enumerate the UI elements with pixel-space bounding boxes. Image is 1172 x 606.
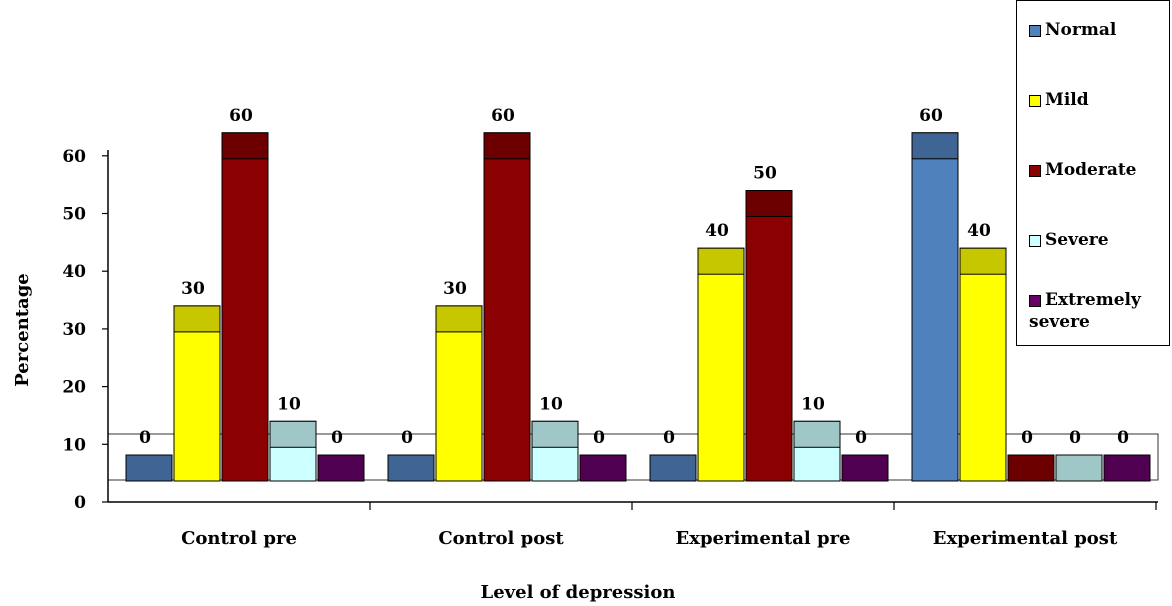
bar-top-extremely-severe-experimental-pre — [841, 454, 889, 482]
bar-mild-experimental-pre — [697, 247, 745, 482]
bars — [125, 132, 1151, 482]
bar-moderate-control-post — [483, 132, 531, 482]
y-tick-label-0: 0 — [74, 493, 86, 513]
data-label-extremely-severe-control-post: 0 — [593, 428, 605, 448]
data-label-extremely-severe-experimental-post: 0 — [1117, 428, 1129, 448]
y-tick-label-10: 10 — [62, 435, 86, 455]
data-label-severe-experimental-pre: 10 — [801, 394, 825, 414]
data-label-moderate-experimental-post: 0 — [1021, 428, 1033, 448]
bar-top-normal-control-pre — [125, 454, 173, 482]
bar-mild-control-post — [435, 305, 483, 482]
bar-top-mild-control-pre — [173, 305, 221, 333]
bar-top-moderate-control-post — [483, 132, 531, 160]
legend-swatch-normal — [1029, 25, 1041, 37]
data-label-normal-experimental-post: 60 — [919, 106, 943, 126]
legend-swatch-severe — [1029, 235, 1041, 247]
y-tick-label-60: 60 — [62, 147, 86, 167]
data-label-mild-experimental-post: 40 — [967, 221, 991, 241]
bar-top-severe-control-post — [531, 420, 579, 448]
legend-label-normal: Normal — [1045, 20, 1117, 40]
data-label-moderate-control-post: 60 — [491, 106, 515, 126]
legend-swatch-moderate — [1029, 165, 1041, 177]
x-axis-title: Level of depression — [481, 582, 676, 603]
data-label-moderate-control-pre: 60 — [229, 106, 253, 126]
legend-label-mild: Mild — [1045, 90, 1089, 110]
data-labels: 0 30 60 10 0 0 30 60 10 0 0 40 50 10 0 60 40 0 0 0 — [139, 106, 1129, 448]
legend-item-normal: Normal — [1029, 19, 1116, 41]
data-label-moderate-experimental-pre: 50 — [753, 164, 777, 184]
legend-label-severe-line2: severe — [1029, 312, 1090, 332]
bar-top-severe-experimental-post — [1055, 454, 1103, 482]
bar-normal-experimental-post — [911, 132, 959, 482]
legend-swatch-extremely-severe — [1029, 295, 1041, 307]
data-label-normal-control-post: 0 — [401, 428, 413, 448]
data-label-severe-control-post: 10 — [539, 394, 563, 414]
legend-item-severe: Severe — [1029, 229, 1109, 251]
y-tick-label-30: 30 — [62, 320, 86, 340]
bar-top-moderate-control-pre — [221, 132, 269, 160]
legend-label-severe: Severe — [1045, 230, 1109, 250]
bar-moderate-control-pre — [221, 132, 269, 482]
x-tick-label-control-pre: Control pre — [181, 528, 297, 549]
data-label-severe-experimental-post: 0 — [1069, 428, 1081, 448]
legend: Normal Mild Moderate Severe Extremely se… — [1016, 0, 1170, 346]
bar-top-extremely-severe-control-post — [579, 454, 627, 482]
axes: 0 10 20 30 40 50 60 Control pre Control post Expe… — [62, 147, 1158, 549]
y-tick-label-20: 20 — [62, 378, 86, 398]
bar-top-mild-experimental-pre — [697, 247, 745, 275]
bar-top-severe-experimental-pre — [793, 420, 841, 448]
bar-mild-experimental-post — [959, 247, 1007, 482]
x-tick-label-experimental-pre: Experimental pre — [676, 528, 851, 549]
bar-top-normal-control-post — [387, 454, 435, 482]
data-label-severe-control-pre: 10 — [277, 394, 301, 414]
bar-top-normal-experimental-post — [911, 132, 959, 160]
y-tick-label-40: 40 — [62, 262, 86, 282]
bar-top-normal-experimental-pre — [649, 454, 697, 482]
legend-label-extremely: Extremely — [1045, 290, 1141, 310]
bar-top-extremely-severe-control-pre — [317, 454, 365, 482]
bar-top-moderate-experimental-post — [1007, 454, 1055, 482]
bar-top-mild-control-post — [435, 305, 483, 333]
legend-item-extremely-severe: Extremely severe — [1029, 289, 1141, 333]
legend-label-moderate: Moderate — [1045, 160, 1137, 180]
y-tick-label-50: 50 — [62, 205, 86, 225]
y-axis-title: Percentage — [12, 273, 33, 387]
legend-swatch-mild — [1029, 95, 1041, 107]
legend-item-moderate: Moderate — [1029, 159, 1137, 181]
data-label-extremely-severe-control-pre: 0 — [331, 428, 343, 448]
bar-top-severe-control-pre — [269, 420, 317, 448]
x-tick-label-control-post: Control post — [438, 528, 564, 549]
legend-item-mild: Mild — [1029, 89, 1089, 111]
data-label-mild-experimental-pre: 40 — [705, 221, 729, 241]
bar-moderate-experimental-pre — [745, 190, 793, 482]
data-label-normal-control-pre: 0 — [139, 428, 151, 448]
bar-top-mild-experimental-post — [959, 247, 1007, 275]
data-label-normal-experimental-pre: 0 — [663, 428, 675, 448]
data-label-mild-control-pre: 30 — [181, 279, 205, 299]
data-label-extremely-severe-experimental-pre: 0 — [855, 428, 867, 448]
bar-top-extremely-severe-experimental-post — [1103, 454, 1151, 482]
bar-top-moderate-experimental-pre — [745, 190, 793, 217]
x-tick-label-experimental-post: Experimental post — [933, 528, 1118, 549]
data-label-mild-control-post: 30 — [443, 279, 467, 299]
